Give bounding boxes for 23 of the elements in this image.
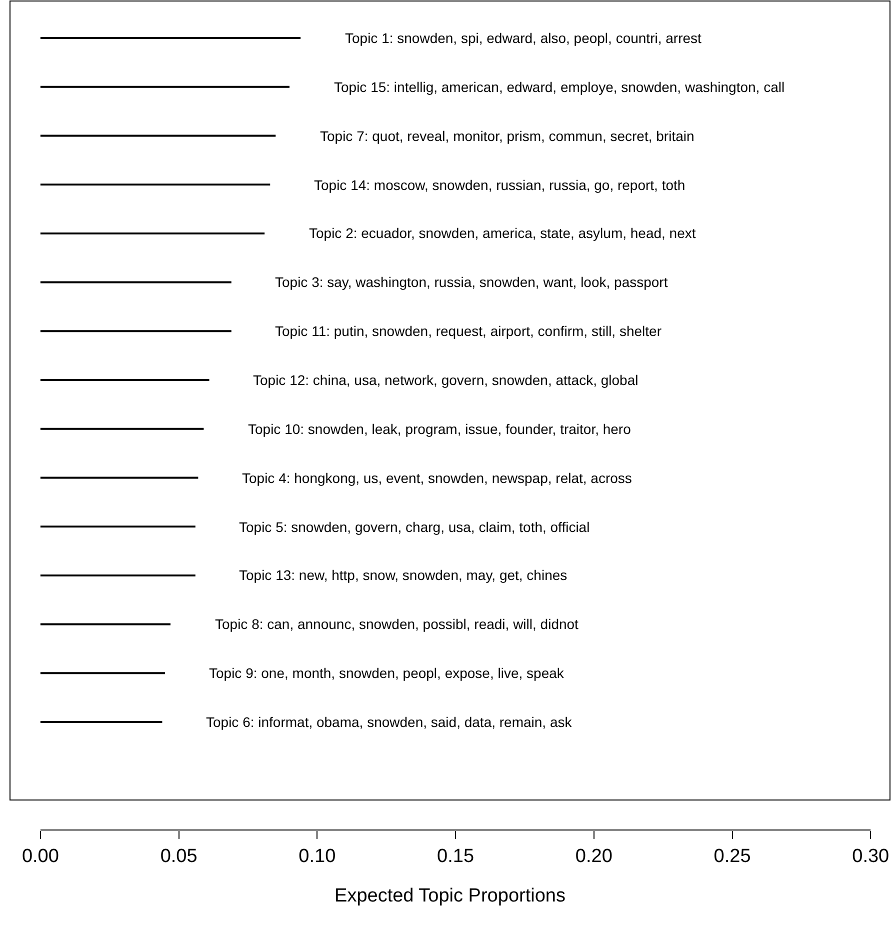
y-tick-label: Topic 6: informat, obama, snowden, said, data, remain, ask bbox=[206, 714, 573, 730]
y-tick-label: Topic 2: ecuador, snowden, america, state, asylum, head, next bbox=[309, 225, 696, 241]
y-tick-label: Topic 9: one, month, snowden, peopl, expose, live, speak bbox=[209, 665, 565, 681]
y-tick-label: Topic 10: snowden, leak, program, issue, founder, traitor, hero bbox=[248, 421, 632, 437]
y-tick-label: Topic 8: can, announc, snowden, possibl, readi, will, didnot bbox=[215, 616, 579, 632]
x-tick-label: 0.05 bbox=[160, 846, 198, 867]
x-tick-label: 0.00 bbox=[22, 846, 59, 867]
x-tick-label: 0.10 bbox=[298, 846, 336, 867]
x-axis-title: Expected Topic Proportions bbox=[334, 886, 566, 907]
x-tick-label: 0.20 bbox=[575, 846, 612, 867]
y-tick-label: Topic 4: hongkong, us, event, snowden, newspap, relat, across bbox=[242, 470, 632, 486]
y-tick-label: Topic 7: quot, reveal, monitor, prism, commun, secret, britain bbox=[320, 128, 694, 144]
x-tick-label: 0.15 bbox=[437, 846, 474, 867]
y-tick-label: Topic 13: new, http, snow, snowden, may, get, chines bbox=[239, 567, 568, 583]
x-tick-label: 0.30 bbox=[852, 846, 890, 867]
y-tick-label: Topic 15: intellig, american, edward, employe, snowden, washington, call bbox=[334, 79, 785, 95]
y-tick-label: Topic 12: china, usa, network, govern, snowden, attack, global bbox=[253, 372, 638, 388]
y-tick-label: Topic 14: moscow, snowden, russian, russia, go, report, toth bbox=[314, 177, 686, 193]
y-tick-label: Topic 1: snowden, spi, edward, also, peopl, countri, arrest bbox=[345, 30, 702, 46]
x-tick-label: 0.25 bbox=[714, 846, 751, 867]
y-tick-label: Topic 3: say, washington, russia, snowden, want, look, passport bbox=[275, 274, 668, 290]
y-tick-label: Topic 11: putin, snowden, request, airport, confirm, still, shelter bbox=[275, 323, 662, 339]
y-tick-label: Topic 5: snowden, govern, charg, usa, claim, toth, official bbox=[239, 519, 590, 535]
